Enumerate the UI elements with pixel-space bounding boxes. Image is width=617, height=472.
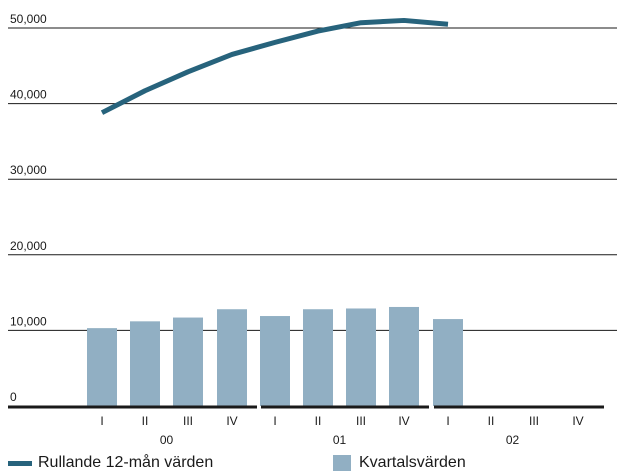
bar (303, 309, 333, 406)
y-tick-label: 30,000 (10, 163, 47, 177)
x-tick-label: I (100, 414, 103, 428)
bar (260, 316, 290, 406)
legend-line-label: Rullande 12-mån värden (38, 454, 214, 471)
legend-item-bars: Kvartalsvärden (333, 454, 466, 472)
bar (389, 306, 419, 406)
y-tick-label: 50,000 (10, 12, 47, 26)
bar (173, 317, 203, 406)
x-tick-label: II (488, 414, 495, 428)
x-tick-label: II (142, 414, 149, 428)
bar (87, 328, 117, 406)
year-label: 02 (506, 433, 520, 447)
y-tick-label: 0 (10, 390, 17, 404)
x-tick-label: III (356, 414, 366, 428)
x-tick-label: III (529, 414, 539, 428)
legend-line-swatch (8, 460, 32, 466)
legend-item-line: Rullande 12-mån värden (8, 454, 213, 472)
legend-bar-label: Kvartalsvärden (359, 454, 466, 471)
x-tick-label: I (446, 414, 449, 428)
y-tick-label: 40,000 (10, 88, 47, 102)
bar (433, 319, 463, 406)
year-label: 00 (160, 433, 174, 447)
year-label: 01 (333, 433, 347, 447)
y-tick-label: 20,000 (10, 239, 47, 253)
x-tick-label: II (315, 414, 322, 428)
x-tick-label: I (273, 414, 276, 428)
legend-bar-swatch (333, 455, 351, 471)
bar (217, 309, 247, 406)
x-tick-label: IV (398, 414, 409, 428)
bar (346, 308, 376, 406)
y-tick-label: 10,000 (10, 314, 47, 328)
x-tick-label: III (183, 414, 193, 428)
line-series-rolling-12m (100, 17, 449, 115)
x-tick-label: IV (226, 414, 237, 428)
x-tick-label: IV (572, 414, 583, 428)
bar (130, 321, 160, 406)
